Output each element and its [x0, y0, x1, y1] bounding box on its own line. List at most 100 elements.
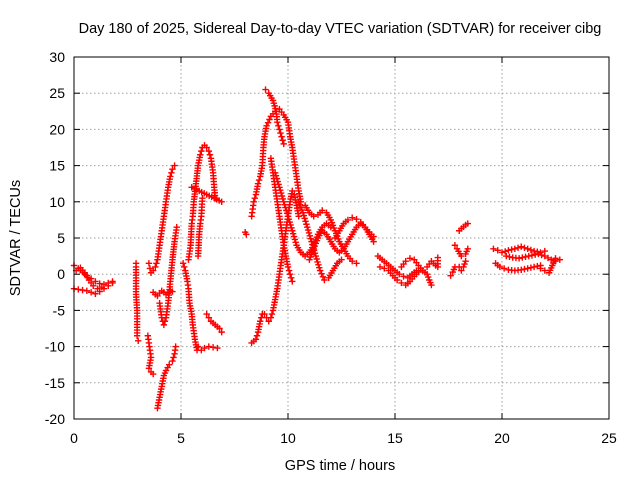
data-point: [278, 192, 286, 200]
data-point: [288, 224, 295, 232]
data-point: [541, 252, 548, 260]
series-arc-32: [451, 242, 471, 260]
data-point: [161, 318, 169, 325]
y-tick-label: -20: [45, 411, 65, 427]
series-arc-15: [188, 184, 225, 205]
data-point: [280, 198, 287, 205]
data-point: [279, 137, 286, 144]
data-point: [290, 233, 298, 240]
series-arc-13: [194, 343, 221, 354]
data-point: [205, 343, 213, 350]
data-point: [206, 151, 214, 158]
data-point: [527, 246, 535, 254]
x-tick-label: 5: [177, 430, 185, 446]
data-point: [353, 260, 360, 267]
data-point: [181, 263, 188, 271]
series-arc-23: [301, 202, 360, 267]
data-point: [505, 247, 512, 254]
data-point: [172, 343, 179, 350]
x-tick-label: 15: [387, 430, 403, 446]
data-point: [535, 250, 542, 258]
data-point: [419, 267, 427, 274]
data-point: [428, 281, 435, 289]
data-point: [275, 181, 282, 188]
data-point: [312, 252, 320, 260]
data-point: [203, 310, 210, 318]
data-point: [272, 172, 280, 179]
data-point: [179, 260, 187, 267]
data-point: [502, 248, 509, 255]
data-point: [494, 247, 501, 254]
data-point: [243, 231, 250, 238]
series-arc-02: [70, 279, 116, 297]
data-point: [291, 236, 299, 243]
data-point: [251, 194, 259, 202]
data-point: [94, 285, 101, 292]
data-point: [255, 176, 263, 184]
data-point: [83, 287, 91, 295]
data-point: [289, 278, 296, 285]
x-tick-label: 20: [494, 430, 510, 446]
data-point: [250, 198, 257, 205]
data-point: [460, 263, 467, 271]
data-point: [537, 265, 544, 272]
data-point: [152, 263, 159, 271]
grid-lines: [74, 57, 609, 419]
data-point: [461, 260, 468, 268]
data-point: [522, 253, 529, 261]
data-point: [149, 267, 157, 274]
series-arc-06: [145, 162, 178, 276]
data-point: [464, 220, 471, 227]
data-point: [299, 209, 307, 216]
data-point: [171, 162, 178, 169]
data-point: [396, 271, 403, 278]
data-point: [498, 249, 506, 256]
data-point: [400, 273, 407, 280]
data-point: [252, 336, 260, 343]
series-arc-38: [537, 255, 563, 276]
series-arc-33: [456, 220, 471, 234]
data-point: [170, 354, 177, 361]
data-point: [283, 210, 291, 217]
data-point: [301, 215, 308, 222]
data-point: [318, 270, 325, 277]
data-point: [149, 370, 157, 378]
x-tick-label: 0: [70, 430, 78, 446]
chart-title: Day 180 of 2025, Sidereal Day-to-day VTE…: [79, 21, 602, 37]
data-point: [315, 261, 322, 268]
data-point: [304, 226, 312, 234]
data-point: [286, 218, 293, 226]
data-point: [370, 233, 377, 240]
data-point: [521, 265, 528, 273]
data-point: [201, 344, 208, 352]
data-point: [289, 227, 296, 234]
data-point: [295, 213, 302, 220]
data-point: [464, 245, 471, 253]
data-point: [525, 252, 532, 260]
data-point: [90, 282, 97, 289]
data-point: [135, 337, 142, 345]
data-point: [262, 86, 269, 93]
data-point: [319, 273, 327, 281]
data-point: [284, 263, 292, 271]
data-point: [273, 175, 281, 182]
data-point: [203, 144, 210, 151]
plot-frame: [73, 56, 610, 420]
data-point: [548, 256, 555, 263]
data-point: [264, 119, 272, 126]
data-point: [279, 195, 287, 203]
data-point: [310, 213, 317, 220]
data-point: [308, 238, 315, 245]
data-point: [167, 173, 174, 180]
data-point: [169, 166, 176, 173]
data-points: [70, 86, 563, 412]
data-point: [424, 273, 432, 281]
data-point: [145, 260, 153, 267]
data-point: [527, 264, 535, 271]
data-point: [266, 116, 273, 123]
data-point: [292, 239, 299, 246]
data-point: [286, 271, 294, 278]
series-arc-12: [194, 194, 206, 260]
data-point: [447, 272, 454, 279]
